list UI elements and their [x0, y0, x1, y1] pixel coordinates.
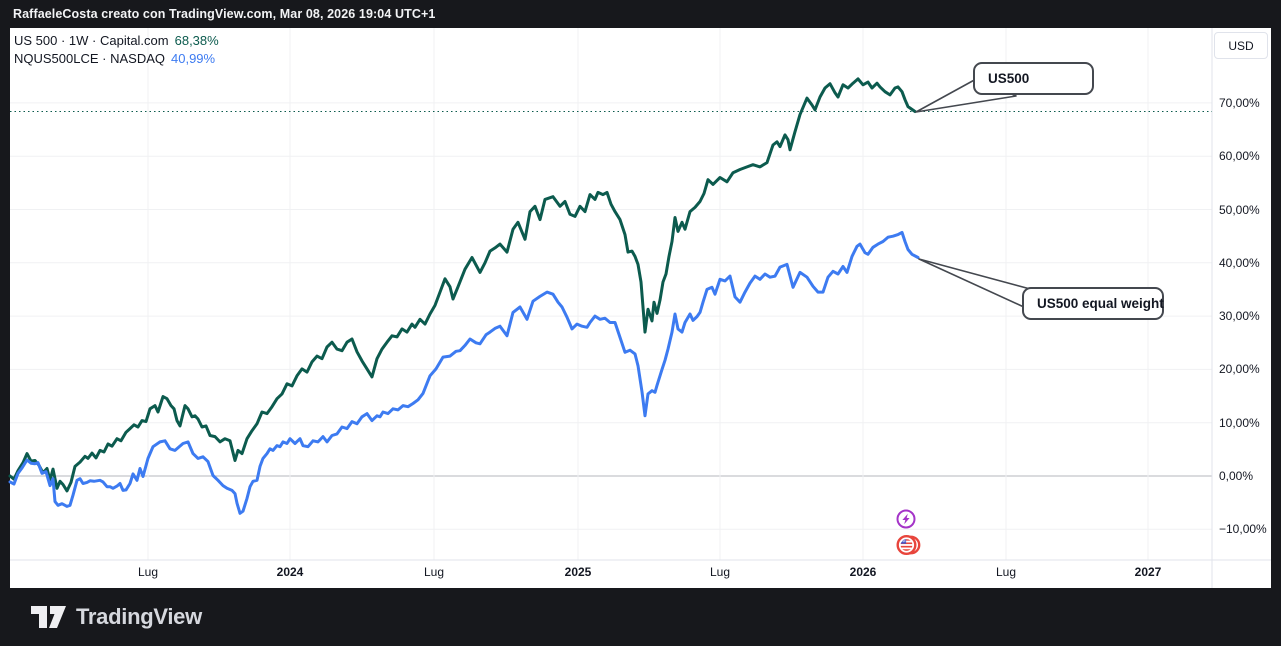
price-label: 20,00% — [1219, 362, 1260, 377]
tradingview-brand-text[interactable]: TradingView — [76, 604, 202, 629]
legend-change-equal-weight: 40,99% — [171, 51, 216, 66]
legend-row-equal-weight: NQUS500LCE · NASDAQ 40,99% — [14, 50, 219, 68]
price-label: 70,00% — [1219, 95, 1260, 110]
time-label: Lug — [995, 565, 1017, 579]
snapshot-header: RaffaeleCosta creato con TradingView.com… — [0, 0, 1281, 28]
time-label: 2027 — [1134, 565, 1162, 579]
price-label: 40,00% — [1219, 255, 1260, 270]
time-label: Lug — [423, 565, 445, 579]
time-label: 2024 — [276, 565, 304, 579]
legend-symbol-us500: US 500 · 1W · Capital.com — [14, 33, 169, 48]
price-label: −10,00% — [1219, 522, 1267, 537]
price-label: 60,00% — [1219, 149, 1260, 164]
currency-unit-button[interactable]: USD — [1214, 32, 1268, 59]
tradingview-logo-icon[interactable] — [30, 604, 67, 630]
price-label: 50,00% — [1219, 202, 1260, 217]
callout-label-us500[interactable]: US500 — [973, 62, 1094, 95]
callout-label-equal-weight[interactable]: US500 equal weight — [1022, 287, 1164, 320]
price-label: 10,00% — [1219, 415, 1260, 430]
legend-symbol-equal-weight: NQUS500LCE · NASDAQ — [14, 51, 165, 66]
chart-legend: US 500 · 1W · Capital.com 68,38% NQUS500L… — [14, 32, 219, 68]
time-label: 2025 — [564, 565, 592, 579]
snapshot-footer: TradingView — [0, 588, 1281, 646]
legend-change-us500: 68,38% — [174, 33, 219, 48]
time-label: Lug — [709, 565, 731, 579]
price-label: 0,00% — [1219, 469, 1254, 483]
time-label: Lug — [137, 565, 159, 579]
legend-row-us500: US 500 · 1W · Capital.com 68,38% — [14, 32, 219, 50]
price-label: 30,00% — [1219, 309, 1260, 324]
attribution-text: RaffaeleCosta creato con TradingView.com… — [13, 7, 436, 21]
time-label: 2026 — [849, 565, 877, 579]
